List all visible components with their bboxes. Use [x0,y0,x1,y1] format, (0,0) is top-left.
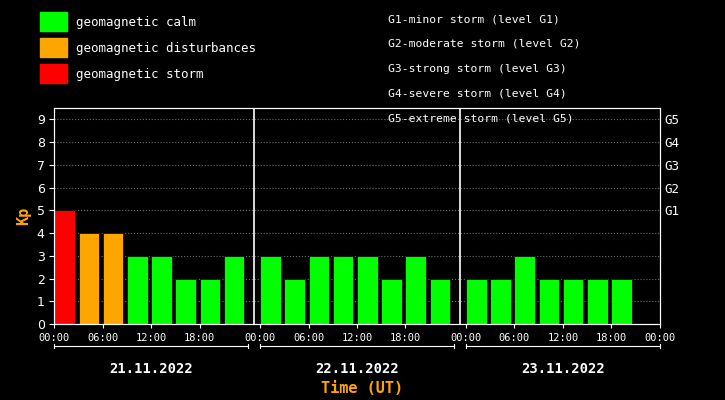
Text: geomagnetic storm: geomagnetic storm [76,68,204,81]
Bar [224,256,244,324]
Text: G1-minor storm (level G1): G1-minor storm (level G1) [388,14,560,24]
Text: geomagnetic calm: geomagnetic calm [76,16,196,29]
Bar [515,256,535,324]
Text: G2-moderate storm (level G2): G2-moderate storm (level G2) [388,39,581,49]
Text: 21.11.2022: 21.11.2022 [109,362,193,376]
Bar [563,278,584,324]
Bar [175,278,196,324]
Bar [127,256,148,324]
Bar [284,278,305,324]
Text: Time (UT): Time (UT) [321,381,404,396]
Text: geomagnetic disturbances: geomagnetic disturbances [76,42,256,55]
Bar [490,278,511,324]
Y-axis label: Kp: Kp [16,207,31,225]
Bar [54,210,75,324]
Bar [309,256,329,324]
Text: G3-strong storm (level G3): G3-strong storm (level G3) [388,64,567,74]
Text: 23.11.2022: 23.11.2022 [521,362,605,376]
Bar [381,278,402,324]
Text: G4-severe storm (level G4): G4-severe storm (level G4) [388,88,567,98]
Bar [587,278,608,324]
Bar [611,278,632,324]
Bar [333,256,353,324]
Bar [539,278,559,324]
Bar [260,256,281,324]
Bar [430,278,450,324]
Bar [103,233,123,324]
Bar [78,233,99,324]
Text: G5-extreme storm (level G5): G5-extreme storm (level G5) [388,113,573,123]
Bar [405,256,426,324]
Bar [466,278,486,324]
Bar [199,278,220,324]
Bar [152,256,172,324]
Bar [357,256,378,324]
Text: 22.11.2022: 22.11.2022 [315,362,399,376]
